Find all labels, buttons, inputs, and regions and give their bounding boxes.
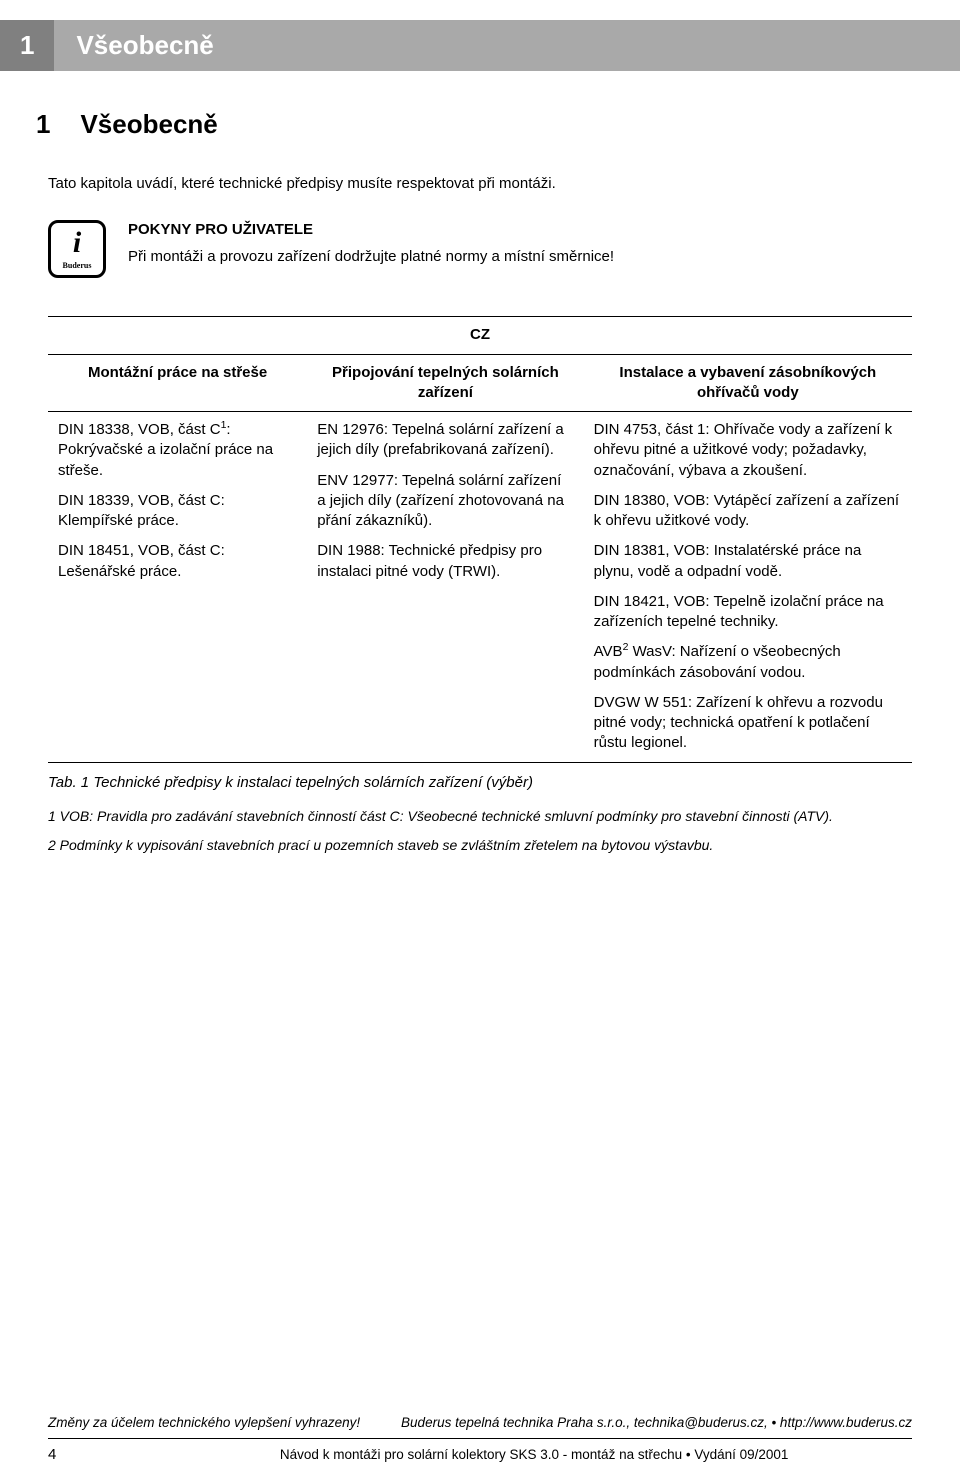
page-number: 4 [48, 1445, 56, 1465]
col1-body: DIN 18338, VOB, část C1: Pokrývačské a i… [48, 412, 307, 763]
footer-right: Buderus tepelná technika Praha s.r.o., t… [401, 1414, 912, 1432]
col3-body: DIN 4753, část 1: Ohřívače vody a zaříze… [584, 412, 912, 763]
col3-header: Instalace a vybavení zásobníkových ohřív… [584, 354, 912, 412]
section-number: 1 [36, 109, 50, 139]
notice-body: POKYNY PRO UŽIVATELE Při montáži a provo… [128, 220, 614, 267]
page-footer: Změny za účelem technického vylepšení vy… [0, 1414, 960, 1465]
info-icon: i Buderus [48, 220, 106, 278]
table-caption: Tab. 1 Technické předpisy k instalaci te… [48, 773, 912, 793]
intro-paragraph: Tato kapitola uvádí, které technické pře… [48, 174, 912, 194]
col2-header: Připojování tepelných solárních zařízení [307, 354, 583, 412]
header-title: Všeobecně [54, 20, 960, 71]
footer-left: Změny za účelem technického vylepšení vy… [48, 1414, 360, 1432]
footnote-2: 2 Podmínky k vypisování stavebních prací… [48, 836, 912, 855]
notice-title: POKYNY PRO UŽIVATELE [128, 220, 614, 240]
header-bar: 1 Všeobecně [0, 20, 960, 71]
table-super-header: CZ [48, 317, 912, 354]
footnote-1: 1 VOB: Pravidla pro zadávání stavebních … [48, 807, 912, 826]
footer-publication: Návod k montáži pro solární kolektory SK… [156, 1446, 912, 1464]
header-number: 1 [0, 20, 54, 71]
info-icon-brand: Buderus [63, 261, 92, 272]
info-icon-glyph: i [73, 228, 81, 258]
col1-header: Montážní práce na střeše [48, 354, 307, 412]
col2-body: EN 12976: Tepelná solární zařízení a jej… [307, 412, 583, 763]
standards-table: CZ Montážní práce na střeše Připojování … [48, 316, 912, 762]
notice-text: Při montáži a provozu zařízení dodržujte… [128, 247, 614, 267]
user-notice: i Buderus POKYNY PRO UŽIVATELE Při montá… [48, 220, 912, 278]
section-heading: 1 Všeobecně [36, 107, 912, 142]
section-title: Všeobecně [80, 109, 217, 139]
